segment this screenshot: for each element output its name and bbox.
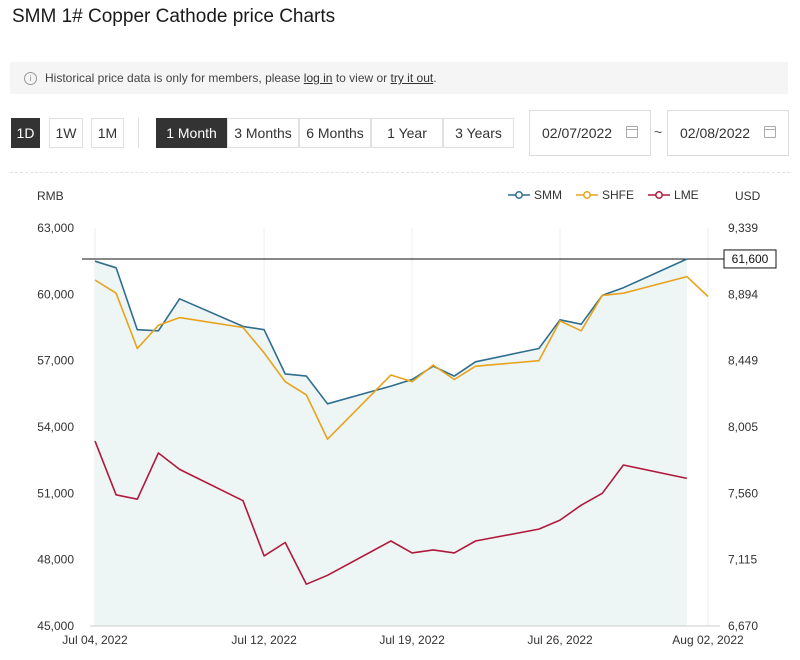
smm-area [95, 258, 687, 626]
range-1-year-button[interactable]: 1 Year [371, 118, 443, 148]
left-axis-tick-label: 54,000 [37, 420, 74, 434]
notice-text: Historical price data is only for member… [45, 71, 301, 85]
left-axis-tick-label: 45,000 [37, 619, 74, 633]
shfe-legend-marker-icon [576, 191, 598, 199]
right-axis-tick-label: 6,670 [728, 619, 758, 633]
notice-suffix: . [433, 71, 437, 85]
end-date-value: 02/08/2022 [680, 125, 751, 141]
calendar-icon [764, 126, 776, 138]
legend-label-lme: LME [674, 188, 699, 202]
reference-label-box [723, 249, 777, 269]
left-axis-tick-label: 48,000 [37, 553, 74, 567]
start-date-value: 02/07/2022 [542, 125, 613, 141]
member-notice: i Historical price data is only for memb… [10, 62, 788, 94]
right-axis-tick-label: 8,894 [728, 287, 758, 301]
right-axis-unit: USD [735, 189, 761, 203]
reference-line-label: 61,600 [732, 252, 769, 266]
x-axis-tick-label: Jul 12, 2022 [231, 633, 297, 647]
page-title: SMM 1# Copper Cathode price Charts [12, 6, 336, 27]
login-link[interactable]: log in [303, 71, 333, 85]
interval-1m-button[interactable]: 1M [91, 118, 124, 148]
lme-legend-marker-icon [648, 191, 671, 199]
range-3-years-button[interactable]: 3 Years [443, 118, 514, 148]
left-axis-unit: RMB [37, 189, 64, 203]
calendar-icon [626, 126, 638, 138]
section-divider [10, 172, 790, 173]
range-1-month-button[interactable]: 1 Month [156, 118, 227, 148]
range-6-months-button[interactable]: 6 Months [299, 118, 371, 148]
x-axis-tick-label: Aug 02, 2022 [672, 633, 744, 647]
try-it-out-link[interactable]: try it out [390, 71, 434, 85]
notice-text-middle: to view or [335, 71, 388, 85]
smm-legend-marker-icon [508, 191, 530, 199]
legend-item-smm[interactable]: SMM [508, 188, 562, 202]
right-axis-tick-label: 8,005 [728, 420, 758, 434]
info-icon: i [24, 71, 37, 85]
interval-1w-button[interactable]: 1W [49, 118, 83, 148]
smm-series-line [94, 258, 688, 405]
right-axis-tick-label: 7,115 [728, 553, 757, 567]
legend-item-lme[interactable]: LME [648, 188, 699, 202]
interval-1d-button[interactable]: 1D [11, 118, 40, 148]
legend-item-shfe[interactable]: SHFE [576, 188, 634, 202]
x-axis-tick-label: Jul 04, 2022 [62, 633, 128, 647]
legend-label-smm: SMM [534, 188, 562, 202]
left-axis-tick-label: 63,000 [37, 221, 74, 235]
right-axis-tick-label: 9,339 [728, 221, 758, 235]
toolbar-divider [138, 118, 139, 148]
left-axis-tick-label: 60,000 [37, 287, 74, 301]
range-3-months-button[interactable]: 3 Months [227, 118, 299, 148]
start-date-input[interactable]: 02/07/2022 [529, 110, 651, 156]
right-axis-tick-label: 8,449 [728, 354, 758, 368]
end-date-input[interactable]: 02/08/2022 [667, 110, 789, 156]
shfe-series-line [94, 275, 709, 441]
left-axis-tick-label: 57,000 [37, 354, 74, 368]
left-axis-tick-label: 51,000 [37, 486, 74, 500]
chart-legend: SMM SHFE LME [508, 188, 699, 202]
legend-label-shfe: SHFE [602, 188, 635, 202]
lme-series-line [94, 440, 688, 586]
right-axis-tick-label: 7,560 [728, 486, 758, 500]
date-range-separator: ~ [654, 124, 663, 140]
x-axis-tick-label: Jul 19, 2022 [379, 633, 445, 647]
x-axis-tick-label: Jul 26, 2022 [527, 633, 593, 647]
